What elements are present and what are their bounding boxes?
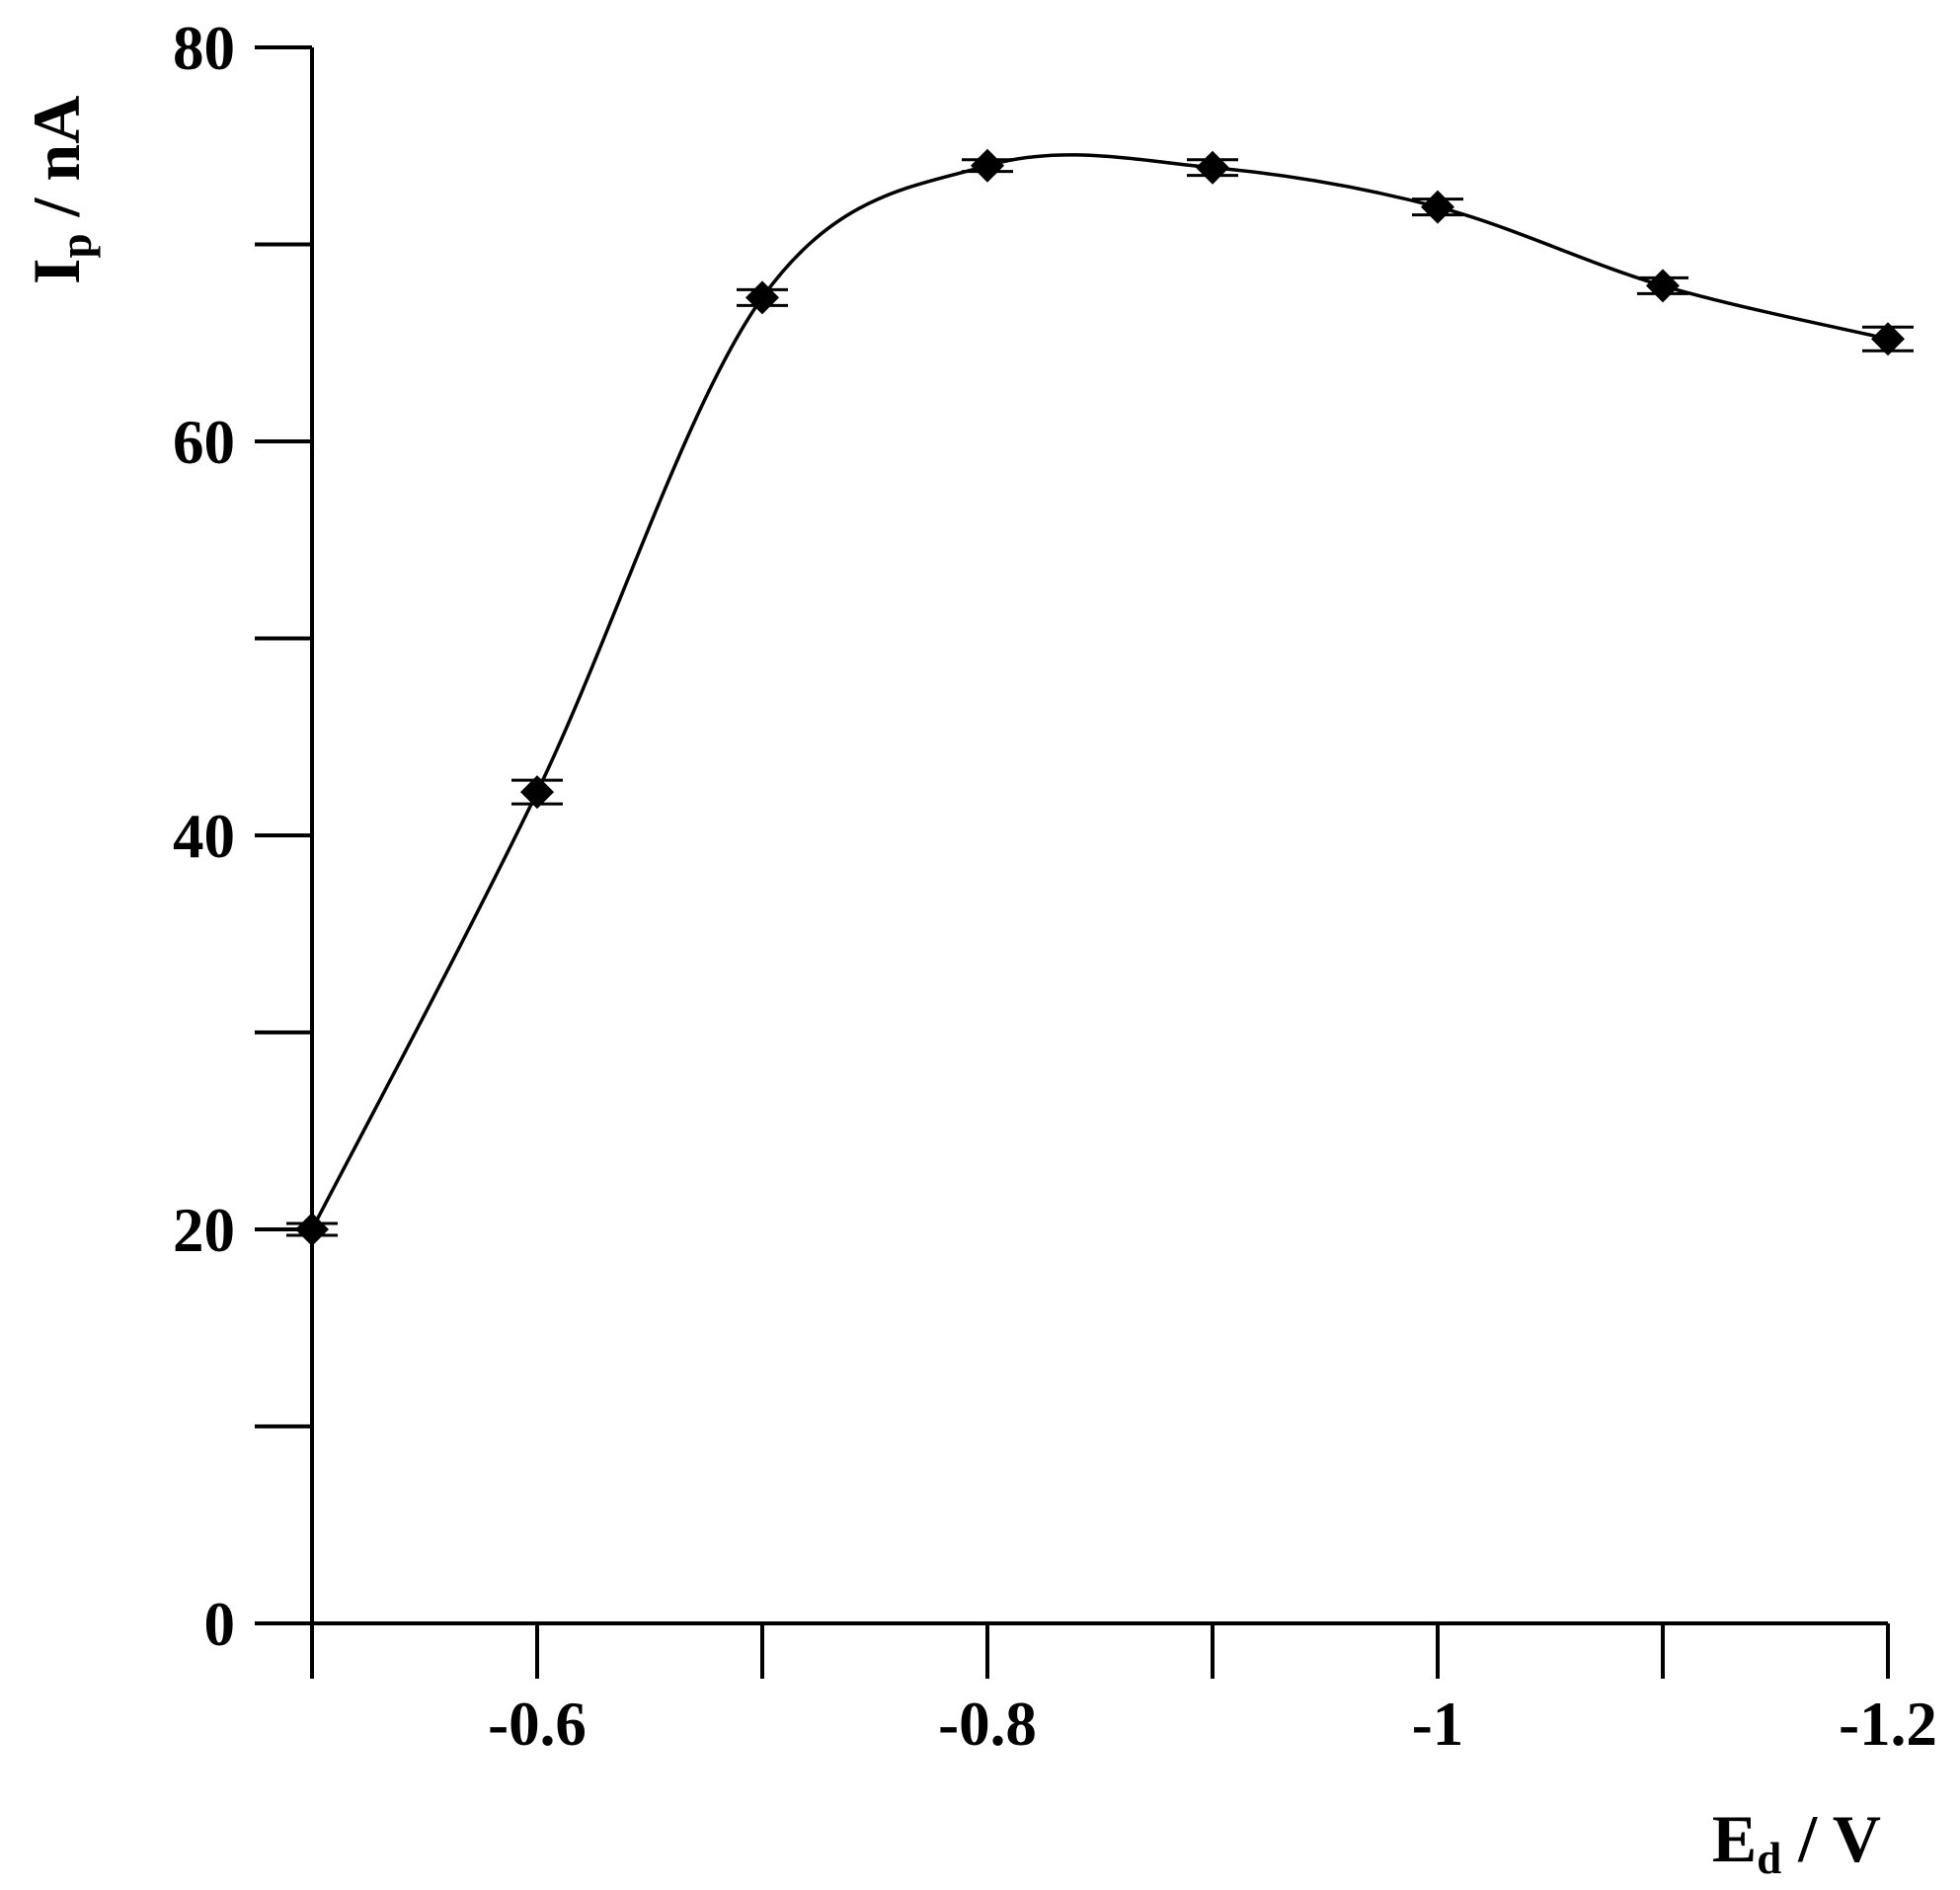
tick-label-layer: 0 20 40 60 80 -0.6 -0.8 -1 -1.2 bbox=[173, 14, 1937, 1759]
y-axis-title: Ip / nA bbox=[19, 96, 101, 284]
errorbar-layer bbox=[286, 158, 1914, 1237]
data-point bbox=[971, 148, 1004, 183]
x-tick-label: -1 bbox=[1412, 1690, 1463, 1759]
x-tick-label: -0.8 bbox=[938, 1690, 1037, 1759]
series-line bbox=[310, 153, 1889, 1230]
data-point bbox=[1421, 190, 1454, 224]
data-point bbox=[295, 1213, 329, 1246]
data-point bbox=[1646, 269, 1680, 303]
y-tick-label: 20 bbox=[173, 1196, 235, 1265]
data-point bbox=[1871, 322, 1905, 356]
curve-layer bbox=[310, 153, 1889, 1230]
x-tick-label: -0.6 bbox=[488, 1690, 587, 1759]
data-point bbox=[745, 280, 779, 315]
axes bbox=[255, 45, 1890, 1679]
data-point bbox=[520, 775, 554, 810]
y-tick-label: 0 bbox=[204, 1590, 236, 1659]
x-axis-title: Ed / V bbox=[1712, 1801, 1881, 1883]
marker-layer bbox=[295, 148, 1905, 1246]
data-point bbox=[1196, 150, 1229, 185]
y-tick-label: 40 bbox=[173, 802, 235, 871]
y-tick-label: 80 bbox=[173, 14, 235, 83]
y-tick-label: 60 bbox=[173, 408, 235, 477]
x-tick-label: -1.2 bbox=[1839, 1690, 1937, 1759]
